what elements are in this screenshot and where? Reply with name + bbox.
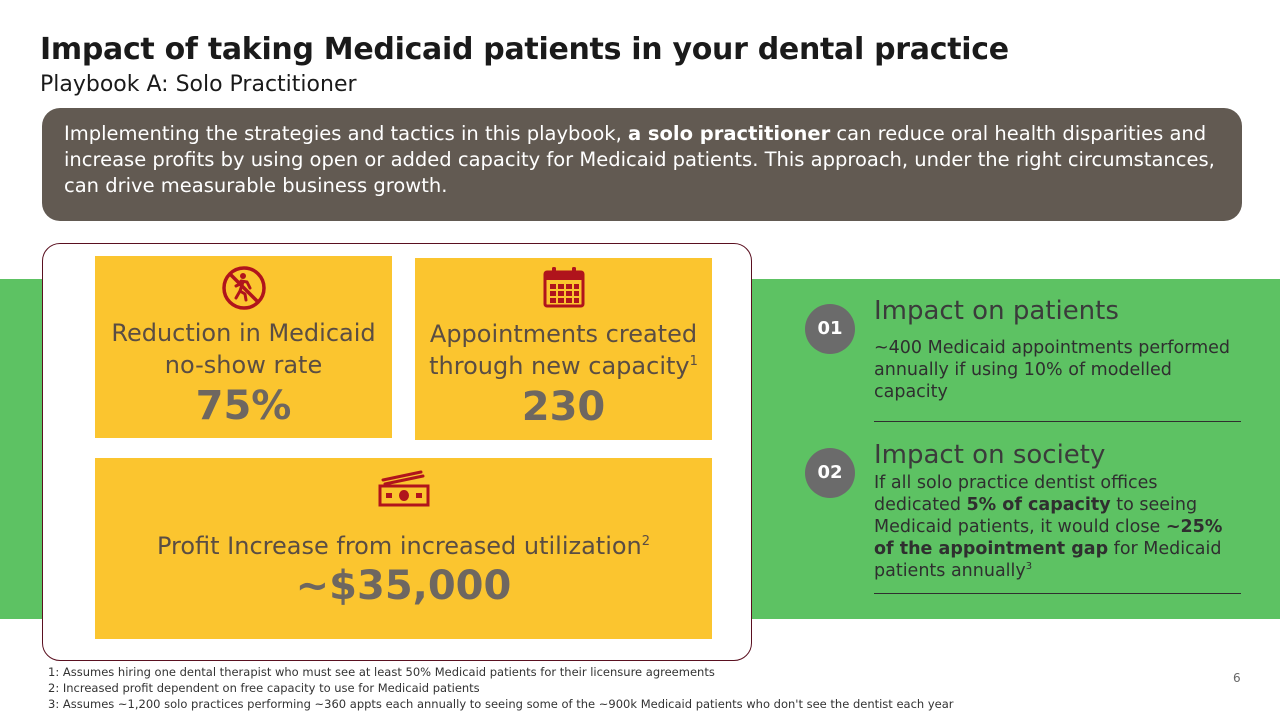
footnote-1: 1: Assumes hiring one dental therapist w… [48,665,715,679]
impact-heading: Impact on society [874,440,1106,470]
page-number: 6 [1233,671,1241,685]
impact-number-badge: 02 [805,448,855,498]
footnotes: 1: Assumes hiring one dental therapist w… [48,664,954,712]
stat-label-profit: Profit Increase from increased utilizati… [156,532,651,560]
impact-body: ~400 Medicaid appointments performed ann… [874,338,1230,402]
footnote-ref-2: 2 [641,534,651,549]
footnote-2: 2: Increased profit dependent on free ca… [48,681,480,695]
footnote-3: 3: Assumes ~1,200 solo practices perform… [48,697,954,711]
stat-label-appointments: Appointments created through new capacity… [429,320,698,380]
divider [874,421,1241,422]
summary-text-post: can reduce oral health disparities and i… [64,122,1215,197]
stat-label-no-show: Reduction in Medicaid no-show rate [111,319,376,379]
footnote-ref-1: 1 [689,354,698,369]
footnote-ref-3: 3 [1025,561,1033,573]
divider [874,593,1241,594]
summary-text-bold: a solo practitioner [627,122,831,145]
summary-box: Implementing the strategies and tactics … [42,108,1242,221]
stat-card-no-show: Reduction in Medicaid no-show rate 75% [95,256,392,438]
impact-body: If all solo practice dentist offices ded… [874,473,1223,581]
stat-card-appointments: Appointments created through new capacity… [415,258,712,440]
page-subtitle: Playbook A: Solo Practitioner [40,72,357,97]
stat-card-profit: Profit Increase from increased utilizati… [95,458,712,639]
cash-icon [378,470,429,507]
page-title: Impact of taking Medicaid patients in yo… [40,32,1009,67]
stat-value-profit: ~$35,000 [295,563,512,609]
stat-value-no-show: 75% [195,383,292,429]
no-walking-icon [221,266,266,310]
calendar-icon [543,267,584,308]
impact-number-badge: 01 [805,304,855,354]
stat-value-appointments: 230 [521,384,606,430]
summary-text-pre: Implementing the strategies and tactics … [64,122,628,145]
impact-heading: Impact on patients [874,296,1119,326]
